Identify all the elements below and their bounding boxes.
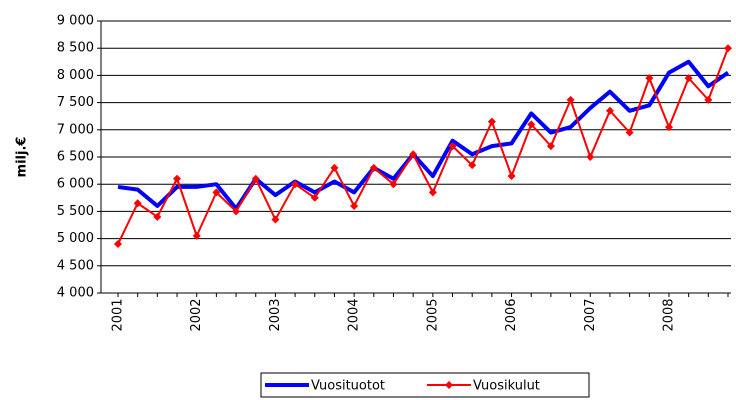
point-marker: [369, 163, 378, 172]
point-marker: [704, 95, 713, 104]
point-marker: [330, 163, 339, 172]
x-tick-label: 2004: [347, 298, 362, 331]
legend-label: Vuosituotot: [311, 379, 385, 394]
point-marker: [605, 106, 614, 115]
point-marker: [251, 174, 260, 183]
y-tick-label: 6 000: [57, 177, 94, 192]
point-marker: [271, 215, 280, 224]
point-marker: [114, 240, 122, 249]
point-marker: [389, 180, 398, 189]
legend-box: [260, 372, 590, 398]
legend-label: Vuosikulut: [473, 379, 540, 394]
x-tick-label: 2008: [661, 298, 676, 331]
point-marker: [527, 120, 536, 129]
point-marker: [468, 161, 477, 170]
series-line: [117, 47, 729, 245]
y-tick-label: 7 000: [57, 122, 94, 137]
point-marker: [153, 212, 162, 221]
point-marker: [448, 142, 457, 151]
point-marker: [546, 142, 555, 151]
y-tick-label: 5 500: [57, 204, 94, 219]
x-tick-label: 2006: [504, 298, 519, 331]
point-marker: [487, 117, 496, 126]
legend-marker: [445, 381, 453, 389]
point-marker: [507, 172, 516, 181]
point-marker: [173, 174, 182, 183]
point-marker: [350, 201, 359, 210]
y-tick-label: 5 000: [57, 231, 94, 246]
y-axis-label: milj.€: [15, 137, 30, 178]
point-marker: [212, 188, 221, 197]
point-marker: [684, 74, 693, 83]
y-tick-label: 4 500: [57, 258, 94, 273]
point-marker: [586, 153, 595, 161]
point-marker: [566, 95, 575, 104]
y-tick-label: 8 000: [57, 68, 94, 83]
x-tick-label: 2003: [268, 298, 283, 331]
point-marker: [291, 180, 300, 189]
x-tick-label: 2005: [425, 298, 440, 331]
y-tick-label: 7 500: [57, 95, 94, 110]
point-marker: [428, 188, 437, 197]
point-marker: [232, 207, 241, 216]
y-tick-label: 4 000: [57, 286, 94, 301]
x-tick-label: 2002: [189, 298, 204, 331]
point-marker: [724, 44, 732, 53]
y-tick-label: 8 500: [57, 41, 94, 56]
series-line: [117, 59, 730, 211]
point-marker: [310, 193, 319, 202]
y-tick-label: 6 500: [57, 150, 94, 165]
point-marker: [645, 74, 654, 83]
point-marker: [192, 231, 201, 240]
point-marker: [409, 150, 418, 159]
x-tick-label: 2001: [111, 298, 126, 331]
y-tick-label: 9 000: [57, 14, 94, 29]
x-tick-label: 2007: [583, 298, 598, 331]
point-marker: [664, 123, 673, 132]
point-marker: [133, 199, 142, 208]
point-marker: [625, 128, 634, 137]
